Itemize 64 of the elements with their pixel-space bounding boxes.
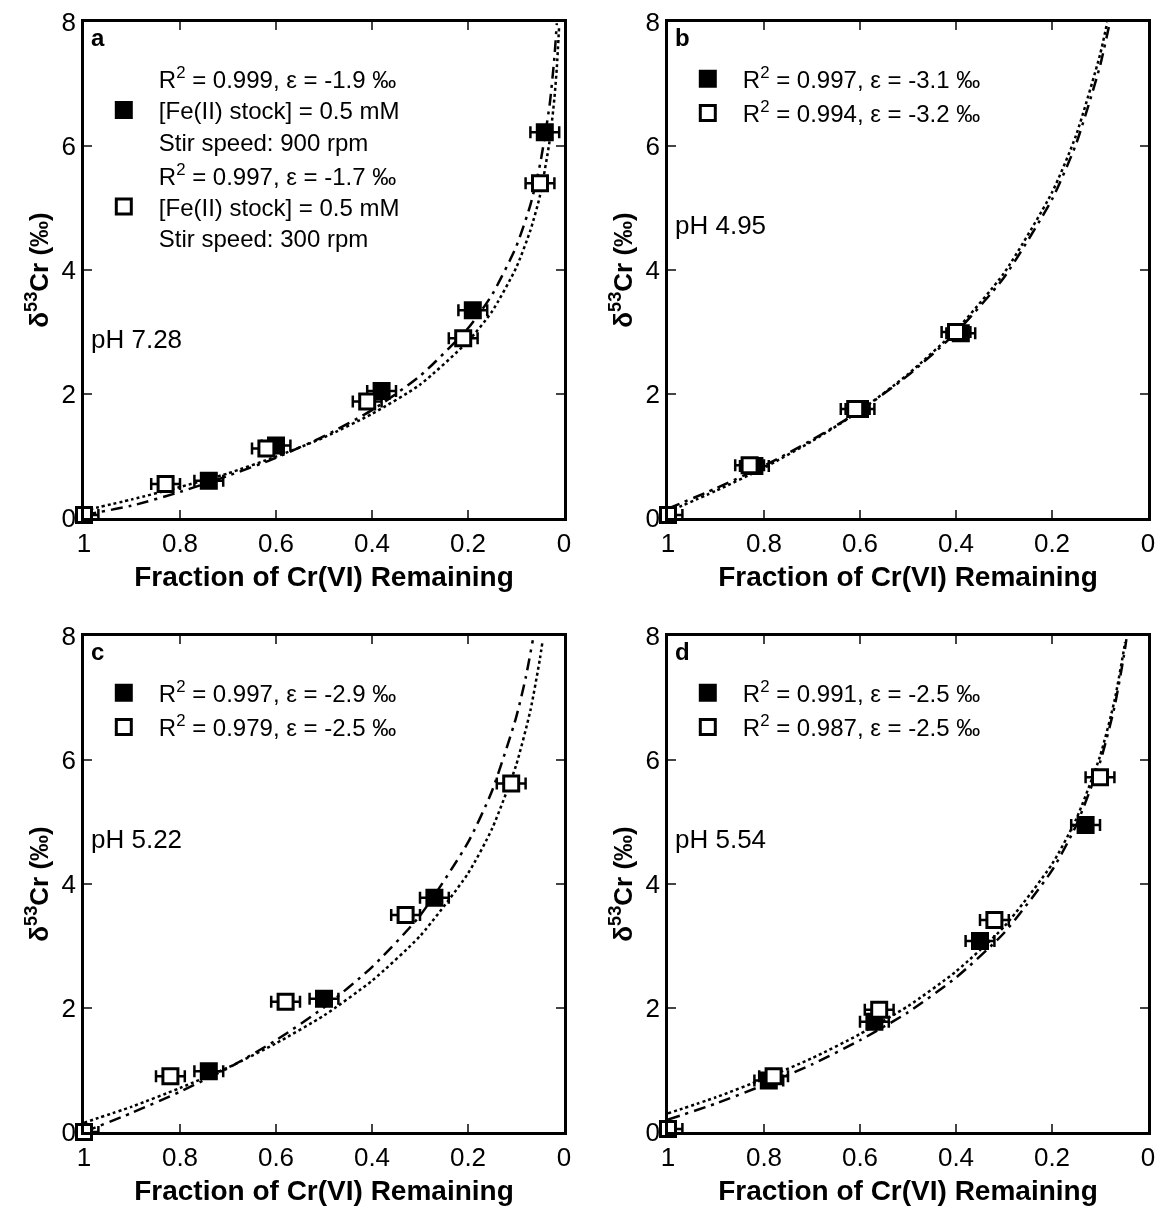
x-tick-label: 1 (660, 527, 676, 558)
x-tick-label: 0.8 (745, 1141, 783, 1172)
x-tick-label: 0.8 (745, 527, 783, 558)
legend-label: R$^{2}$ = 0.997, ε = -2.9 ‰ (158, 677, 397, 708)
x-tick-label: 0.8 (161, 1141, 199, 1172)
x-tick-label: 0.6 (841, 1141, 879, 1172)
annotation: a (91, 24, 105, 51)
y-tick-label: 8 (61, 621, 77, 652)
legend-label: R$^{2}$ = 0.991, ε = -2.5 ‰ (742, 677, 981, 708)
x-tick-label: 0.6 (257, 527, 295, 558)
x-tick-label: 0 (1140, 527, 1156, 558)
annotation: pH 5.22 (91, 824, 183, 854)
y-tick-label: 8 (645, 7, 661, 38)
annotation: d (675, 638, 690, 665)
y-tick-label: 4 (61, 869, 77, 900)
x-tick-label: 1 (76, 527, 92, 558)
annotation: pH 5.54 (675, 824, 767, 854)
y-tick-label: 0 (645, 1117, 661, 1148)
y-tick-label: 0 (645, 503, 661, 534)
x-tick-label: 0.4 (937, 1141, 975, 1172)
annotation: pH 7.28 (91, 324, 183, 354)
x-tick-label: 0 (556, 1141, 572, 1172)
x-axis-title: Fraction of Cr(VI) Remaining (134, 1175, 514, 1207)
x-tick-label: 1 (76, 1141, 92, 1172)
y-tick-label: 0 (61, 1117, 77, 1148)
x-tick-label: 0.4 (937, 527, 975, 558)
y-tick-label: 6 (61, 131, 77, 162)
x-tick-label: 0.4 (353, 1141, 391, 1172)
y-tick-label: 2 (61, 379, 77, 410)
x-tick-label: 0.2 (449, 1141, 487, 1172)
x-axis-title: Fraction of Cr(VI) Remaining (718, 1175, 1098, 1207)
x-tick-label: 0.6 (257, 1141, 295, 1172)
legend-label: R$^{2}$ = 0.994, ε = -3.2 ‰ (742, 97, 981, 128)
x-tick-label: 0 (1140, 1141, 1156, 1172)
legend-label: R$^{2}$ = 0.979, ε = -2.5 ‰ (158, 711, 397, 742)
x-axis-title: Fraction of Cr(VI) Remaining (718, 561, 1098, 593)
y-tick-label: 4 (645, 869, 661, 900)
legend-label: R$^{2}$ = 0.997, ε = -1.7 ‰ [Fe(II) stock] = 0.5 mM Stir speed: 300 rpm (158, 159, 400, 253)
y-tick-label: 6 (645, 745, 661, 776)
x-axis-title: Fraction of Cr(VI) Remaining (134, 561, 514, 593)
y-tick-label: 4 (61, 255, 77, 286)
y-tick-label: 6 (645, 131, 661, 162)
legend-label: R$^{2}$ = 0.987, ε = -2.5 ‰ (742, 711, 981, 742)
y-tick-label: 6 (61, 745, 77, 776)
y-tick-label: 2 (61, 993, 77, 1024)
legend-label: R$^{2}$ = 0.997, ε = -3.1 ‰ (742, 63, 981, 94)
y-tick-label: 8 (645, 621, 661, 652)
y-tick-label: 8 (61, 7, 77, 38)
x-tick-label: 0 (556, 527, 572, 558)
y-tick-label: 4 (645, 255, 661, 286)
x-tick-label: 0.4 (353, 527, 391, 558)
x-tick-label: 0.2 (449, 527, 487, 558)
x-tick-label: 0.6 (841, 527, 879, 558)
legend-label: R$^{2}$ = 0.999, ε = -1.9 ‰ [Fe(II) stock] = 0.5 mM Stir speed: 900 rpm (158, 63, 400, 156)
x-tick-label: 0.8 (161, 527, 199, 558)
x-tick-label: 0.2 (1033, 527, 1071, 558)
y-tick-label: 0 (61, 503, 77, 534)
y-tick-label: 2 (645, 993, 661, 1024)
x-tick-label: 1 (660, 1141, 676, 1172)
annotation: pH 4.95 (675, 210, 767, 240)
annotation: b (675, 24, 690, 51)
y-tick-label: 2 (645, 379, 661, 410)
x-tick-label: 0.2 (1033, 1141, 1071, 1172)
annotation: c (91, 638, 105, 665)
